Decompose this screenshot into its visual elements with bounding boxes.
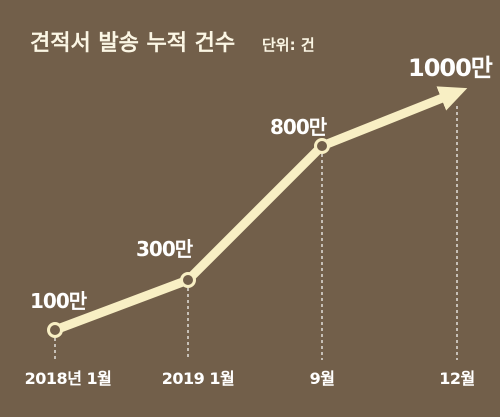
data-label: 300만 — [136, 237, 194, 261]
data-points — [47, 138, 330, 338]
guide-lines — [54, 106, 458, 360]
x-tick-label: 9월 — [310, 369, 335, 388]
series-path — [50, 86, 468, 335]
x-tick-label: 12월 — [439, 369, 475, 388]
data-labels: 100만 300만 800만 1000만 — [30, 54, 494, 313]
x-tick-label: 2018년 1월 — [25, 369, 112, 388]
series-line — [50, 86, 468, 335]
data-label: 100만 — [30, 289, 88, 313]
x-tick-label: 2019 1월 — [162, 369, 234, 388]
unit-label: 단위: 건 — [262, 36, 315, 54]
data-label: 1000만 — [408, 54, 493, 82]
x-axis-ticks: 2018년 1월 2019 1월 9월 12월 — [25, 369, 476, 388]
chart-title: 견적서 발송 누적 건수 — [30, 31, 235, 56]
data-point — [47, 322, 63, 338]
data-point — [180, 272, 196, 288]
data-label: 800만 — [270, 115, 328, 139]
data-point — [314, 138, 330, 154]
